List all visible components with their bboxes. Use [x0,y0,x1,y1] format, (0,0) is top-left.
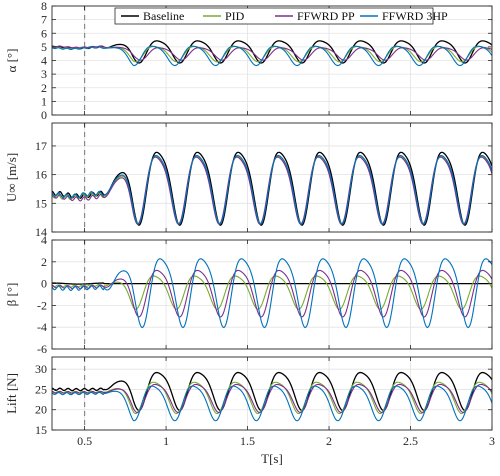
x-tick-label: 1 [163,434,169,448]
y-tick-label: 2 [41,255,47,269]
y-axis-label: β [°] [4,283,19,307]
y-axis-label: α [°] [4,49,19,73]
y-tick-label: 4 [41,54,47,68]
legend-entry: PID [225,9,245,23]
series-line-ffwrd-pp [52,45,492,61]
y-axis-label: U∞ [m/s] [4,153,19,202]
series-line-pid [52,275,492,310]
series-line-ffwrd-3hp [52,45,492,67]
panel-velocity: 14 15 16 17 U∞ [m/s] [4,122,493,239]
panel-lift: 15 20 25 30 Lift [N] [4,356,493,437]
y-tick-label: -4 [37,320,47,334]
y-tick-label: 15 [35,423,47,437]
x-tick-label: 3 [489,434,495,448]
y-tick-label: -2 [37,298,47,312]
axes-frame [51,122,493,233]
y-tick-label: 6 [41,26,47,40]
panel-beta: -6 -4 -2 0 2 4 β [°] [4,233,493,356]
legend-entry: FFWRD 3HP [382,9,448,23]
y-tick-label: 14 [35,225,47,239]
y-tick-label: 20 [35,403,47,417]
y-tick-label: 15 [35,196,47,210]
y-tick-label: 5 [41,40,47,54]
y-tick-label: 7 [41,13,47,27]
series-line-ffwrd-pp [52,269,492,318]
y-axis-label: Lift [N] [4,373,19,414]
y-tick-label: 30 [35,362,47,376]
series-line-pid [52,45,492,63]
x-tick-label: 2 [326,434,332,448]
series-line-baseline [52,371,492,412]
y-tick-label: 0 [41,277,47,291]
legend: Baseline PID FFWRD PP FFWRD 3HP [114,7,448,25]
legend-entry: Baseline [143,9,184,23]
y-tick-label: 1 [41,94,47,108]
y-tick-label: 4 [41,233,47,247]
y-tick-label: 25 [35,382,47,396]
axes-frame [51,356,493,431]
x-axis-label: T[s] [261,451,283,466]
y-tick-label: -6 [37,342,47,356]
legend-entry: FFWRD PP [297,9,355,23]
y-tick-label: 16 [35,168,47,182]
series-line-ffwrd-3hp [52,385,492,422]
legend-box [114,7,434,25]
y-tick-label: 0 [41,108,47,122]
y-tick-label: 3 [41,67,47,81]
y-tick-label: 17 [35,139,47,153]
series-line-ffwrd-3hp [52,154,492,225]
x-tick-label: 1.5 [240,434,255,448]
series-line-ffwrd-3hp [52,258,492,329]
series-line-pid [52,381,492,415]
x-tick-label: 2.5 [403,434,418,448]
y-tick-label: 2 [41,81,47,95]
series-line-ffwrd-pp [52,383,492,414]
axes-frame [51,239,493,350]
plot-area [52,357,492,430]
y-tick-label: 8 [41,0,47,13]
x-tick-label: 0.5 [77,434,92,448]
